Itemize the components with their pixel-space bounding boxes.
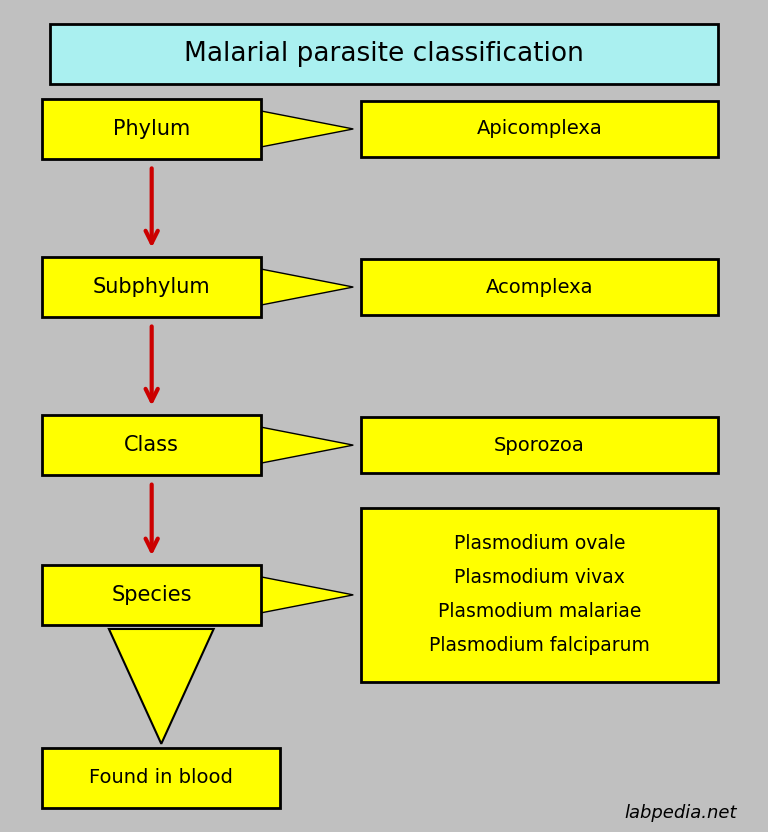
FancyBboxPatch shape bbox=[361, 101, 718, 157]
Text: Species: Species bbox=[111, 585, 192, 605]
Text: Acomplexa: Acomplexa bbox=[486, 278, 593, 296]
FancyBboxPatch shape bbox=[42, 99, 261, 159]
Text: Apicomplexa: Apicomplexa bbox=[477, 120, 602, 138]
Polygon shape bbox=[261, 111, 353, 147]
Polygon shape bbox=[261, 427, 353, 463]
Text: Sporozoa: Sporozoa bbox=[494, 436, 585, 454]
Text: Found in blood: Found in blood bbox=[89, 769, 233, 787]
FancyBboxPatch shape bbox=[42, 257, 261, 317]
Text: Class: Class bbox=[124, 435, 179, 455]
Text: labpedia.net: labpedia.net bbox=[625, 804, 737, 822]
Polygon shape bbox=[109, 629, 214, 744]
FancyBboxPatch shape bbox=[42, 415, 261, 475]
Text: Phylum: Phylum bbox=[113, 119, 190, 139]
FancyBboxPatch shape bbox=[42, 565, 261, 625]
FancyBboxPatch shape bbox=[50, 24, 718, 84]
FancyBboxPatch shape bbox=[42, 748, 280, 808]
Text: Malarial parasite classification: Malarial parasite classification bbox=[184, 41, 584, 67]
Polygon shape bbox=[261, 577, 353, 613]
Text: Subphylum: Subphylum bbox=[93, 277, 210, 297]
FancyBboxPatch shape bbox=[361, 508, 718, 682]
Polygon shape bbox=[261, 269, 353, 305]
FancyBboxPatch shape bbox=[361, 259, 718, 315]
FancyBboxPatch shape bbox=[361, 417, 718, 473]
Text: Plasmodium ovale
Plasmodium vivax
Plasmodium malariae
Plasmodium falciparum: Plasmodium ovale Plasmodium vivax Plasmo… bbox=[429, 534, 650, 656]
